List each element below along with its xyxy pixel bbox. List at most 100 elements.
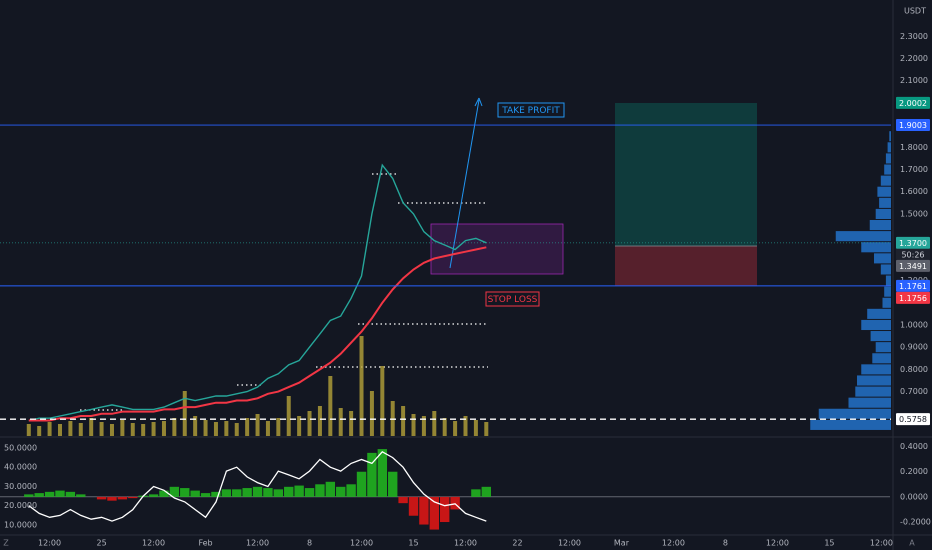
x-tick-label: 15 [824,539,834,548]
stop-loss-label: STOP LOSS [488,295,538,305]
histogram-bar [304,488,315,497]
volume-profile-bar [879,197,891,208]
histogram-bar [471,489,481,497]
histogram-bar [336,486,346,497]
x-tick-label: 12:00 [350,539,373,548]
zoom-icon[interactable]: Z [3,539,9,548]
x-tick-label: Feb [198,539,212,548]
price-label-box [896,236,930,249]
volume-bar [401,406,406,436]
x-tick-label: 8 [307,539,312,548]
price-label: 0.5758 [899,415,927,424]
volume-bar [68,421,73,436]
histogram-bar [76,494,86,497]
volume-profile-bar [885,275,891,286]
volume-profile-bar [887,142,891,153]
stop-zone [615,246,757,286]
volume-bar [26,424,31,436]
histogram-bar [232,489,242,497]
y-tick-label: 2.3000 [900,32,928,41]
auto-scale-icon[interactable]: A [909,539,915,548]
x-tick-label: 12:00 [142,539,165,548]
histogram-bar [44,491,55,497]
volume-bar [78,423,83,436]
histogram-bar [180,488,190,497]
volume-bar [120,420,125,436]
volume-bar [307,411,312,436]
countdown-label: 50:26 [901,250,924,259]
volume-profile-bar [875,342,891,353]
histogram-bar [190,490,200,497]
volume-bar [255,414,260,436]
histogram-bar [169,486,180,497]
price-label-box [896,119,930,132]
indicator-y-tick-label: 10.0000 [4,520,37,529]
volume-profile-bar [861,364,891,375]
histogram-bar [325,481,336,497]
price-label-box [896,96,930,109]
projection-arrow [449,99,480,269]
histogram-bar [24,494,34,497]
volume-bar [203,420,208,436]
volume-profile-bar [861,242,891,253]
volume-bar [349,411,354,436]
indicator-y2-tick-label: 0.4000 [900,442,928,451]
x-tick-label: 12:00 [870,539,893,548]
price-line [28,163,487,422]
y-tick-label: 1.0000 [900,320,928,329]
histogram-bar [440,496,450,523]
volume-bar [234,423,239,436]
histogram-bar [96,496,107,500]
volume-profile-bar [875,208,891,219]
y-tick-label: 1.5000 [900,209,928,218]
volume-bar [411,414,416,436]
price-label-box [896,413,930,426]
target-zone [615,103,757,246]
indicator-y-tick-label: 20.0000 [4,501,37,510]
histogram-bar [356,471,367,497]
volume-profile-bar [818,408,891,419]
histogram-bar [481,486,491,497]
histogram-bar [367,452,377,497]
y-tick-label: 1.7000 [900,165,928,174]
volume-bar [130,423,135,436]
range-box [430,223,564,275]
price-line [28,246,487,422]
volume-bar [224,421,229,436]
histogram-bar [242,488,252,497]
indicator-y2-tick-label: -0.2000 [900,518,931,527]
price-label: 1.3700 [899,239,927,248]
volume-profile-bar [877,186,891,197]
indicator-y2-tick-label: 0.2000 [900,467,928,476]
indicator-line [28,450,487,522]
indicator-y-tick-label: 30.0000 [4,482,37,491]
volume-bar [473,420,478,436]
histogram-bar [65,491,76,497]
currency-label: USDT [904,7,926,16]
histogram-bar [252,486,263,497]
x-tick-label: 22 [512,539,522,548]
volume-bar [442,418,447,436]
y-tick-label: 2.2000 [900,54,928,63]
price-label-box [896,259,930,272]
histogram-bar [429,496,440,530]
histogram-bar [107,496,117,501]
price-label: 1.3491 [899,262,927,271]
x-tick-label: 12:00 [454,539,477,548]
price-label: 1.1761 [899,282,927,291]
y-tick-label: 0.9000 [900,343,928,352]
x-tick-label: Mar [614,539,630,548]
volume-bar [328,376,333,436]
x-tick-label: 8 [723,539,728,548]
histogram-bar [128,496,138,499]
histogram-bar [388,471,398,497]
countdown-box [896,248,930,260]
volume-profile-bar [884,286,891,297]
volume-bar [359,336,364,436]
volume-bar [213,422,218,436]
plot-layer [0,131,891,530]
take-profit-box [497,102,565,118]
dotted-levels [80,173,488,411]
volume-profile-bar [857,375,891,386]
volume-bar [265,421,270,436]
